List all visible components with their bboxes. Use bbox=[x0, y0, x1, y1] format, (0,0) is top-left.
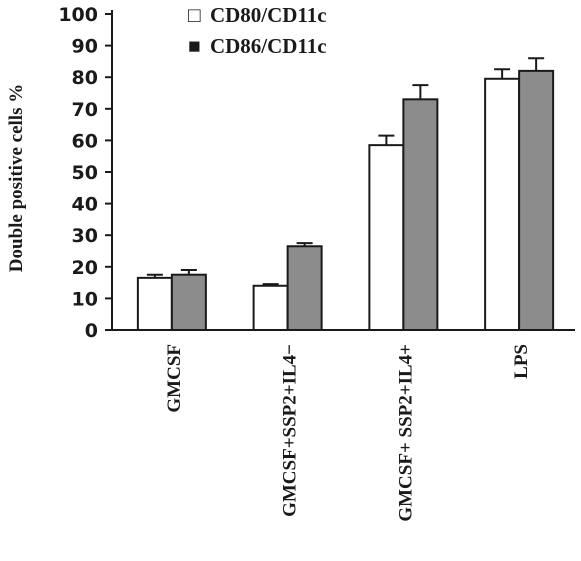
x-category-label: LPS bbox=[511, 344, 532, 379]
legend-symbol-open-square: □ bbox=[188, 3, 201, 27]
bar-cd86-0 bbox=[170, 273, 207, 332]
legend-label-cd86: CD86/CD11c bbox=[210, 34, 327, 58]
y-tick-label: 10 bbox=[72, 288, 98, 310]
bar-cd86-1 bbox=[286, 245, 323, 331]
legend-label-cd80: CD80/CD11c bbox=[210, 3, 327, 27]
legend-entry-cd80: □ CD80/CD11c bbox=[188, 3, 327, 27]
y-tick-label: 90 bbox=[72, 36, 98, 58]
y-tick-label: 0 bbox=[85, 320, 98, 342]
bar-cd86-2 bbox=[402, 98, 439, 331]
bar-cd80-1 bbox=[252, 284, 289, 332]
y-tick-label: 80 bbox=[72, 67, 98, 89]
y-tick-label: 20 bbox=[72, 257, 98, 279]
y-tick-label: 30 bbox=[72, 225, 98, 247]
x-category-label: GMCSF+SSP2+IL4− bbox=[280, 344, 301, 517]
legend-entry-cd86: ■ CD86/CD11c bbox=[188, 34, 327, 58]
x-category-label: GMCSF bbox=[164, 344, 185, 413]
y-axis-label: Double positive cells % bbox=[6, 84, 27, 272]
bar-cd80-3 bbox=[484, 77, 521, 331]
y-tick-label: 50 bbox=[72, 162, 98, 184]
y-ticks: 0 10 20 30 40 50 60 70 80 90 100 bbox=[58, 4, 112, 342]
bars bbox=[136, 57, 555, 332]
x-category-labels: GMCSF GMCSF+SSP2+IL4− GMCSF+ SSP2+IL4+ LPS bbox=[164, 344, 532, 522]
legend-symbol-filled-square: ■ bbox=[188, 34, 201, 58]
bar-cd86-3 bbox=[518, 69, 555, 331]
x-category-label: GMCSF+ SSP2+IL4+ bbox=[395, 344, 416, 522]
y-tick-label: 60 bbox=[72, 130, 98, 152]
bar-cd80-0 bbox=[136, 276, 173, 331]
legend: □ CD80/CD11c ■ CD86/CD11c bbox=[188, 3, 327, 58]
y-tick-label: 70 bbox=[72, 99, 98, 121]
bar-cd80-2 bbox=[368, 144, 405, 331]
y-tick-label: 100 bbox=[58, 4, 98, 26]
y-tick-label: 40 bbox=[72, 194, 98, 216]
